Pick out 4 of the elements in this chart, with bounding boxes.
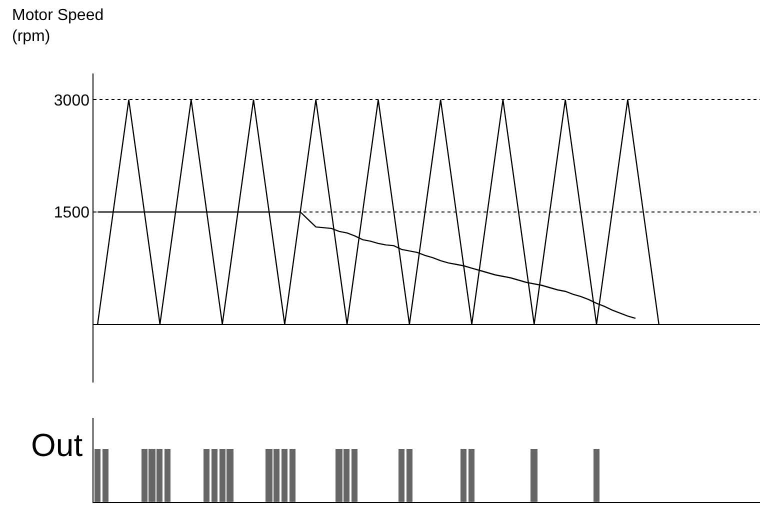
- y-tick-label: 3000: [54, 92, 90, 110]
- y-axis-title: Out: [31, 427, 83, 463]
- y-tick-label: 1500: [54, 204, 90, 222]
- y-axis-title: Motor Speed (rpm): [12, 7, 104, 45]
